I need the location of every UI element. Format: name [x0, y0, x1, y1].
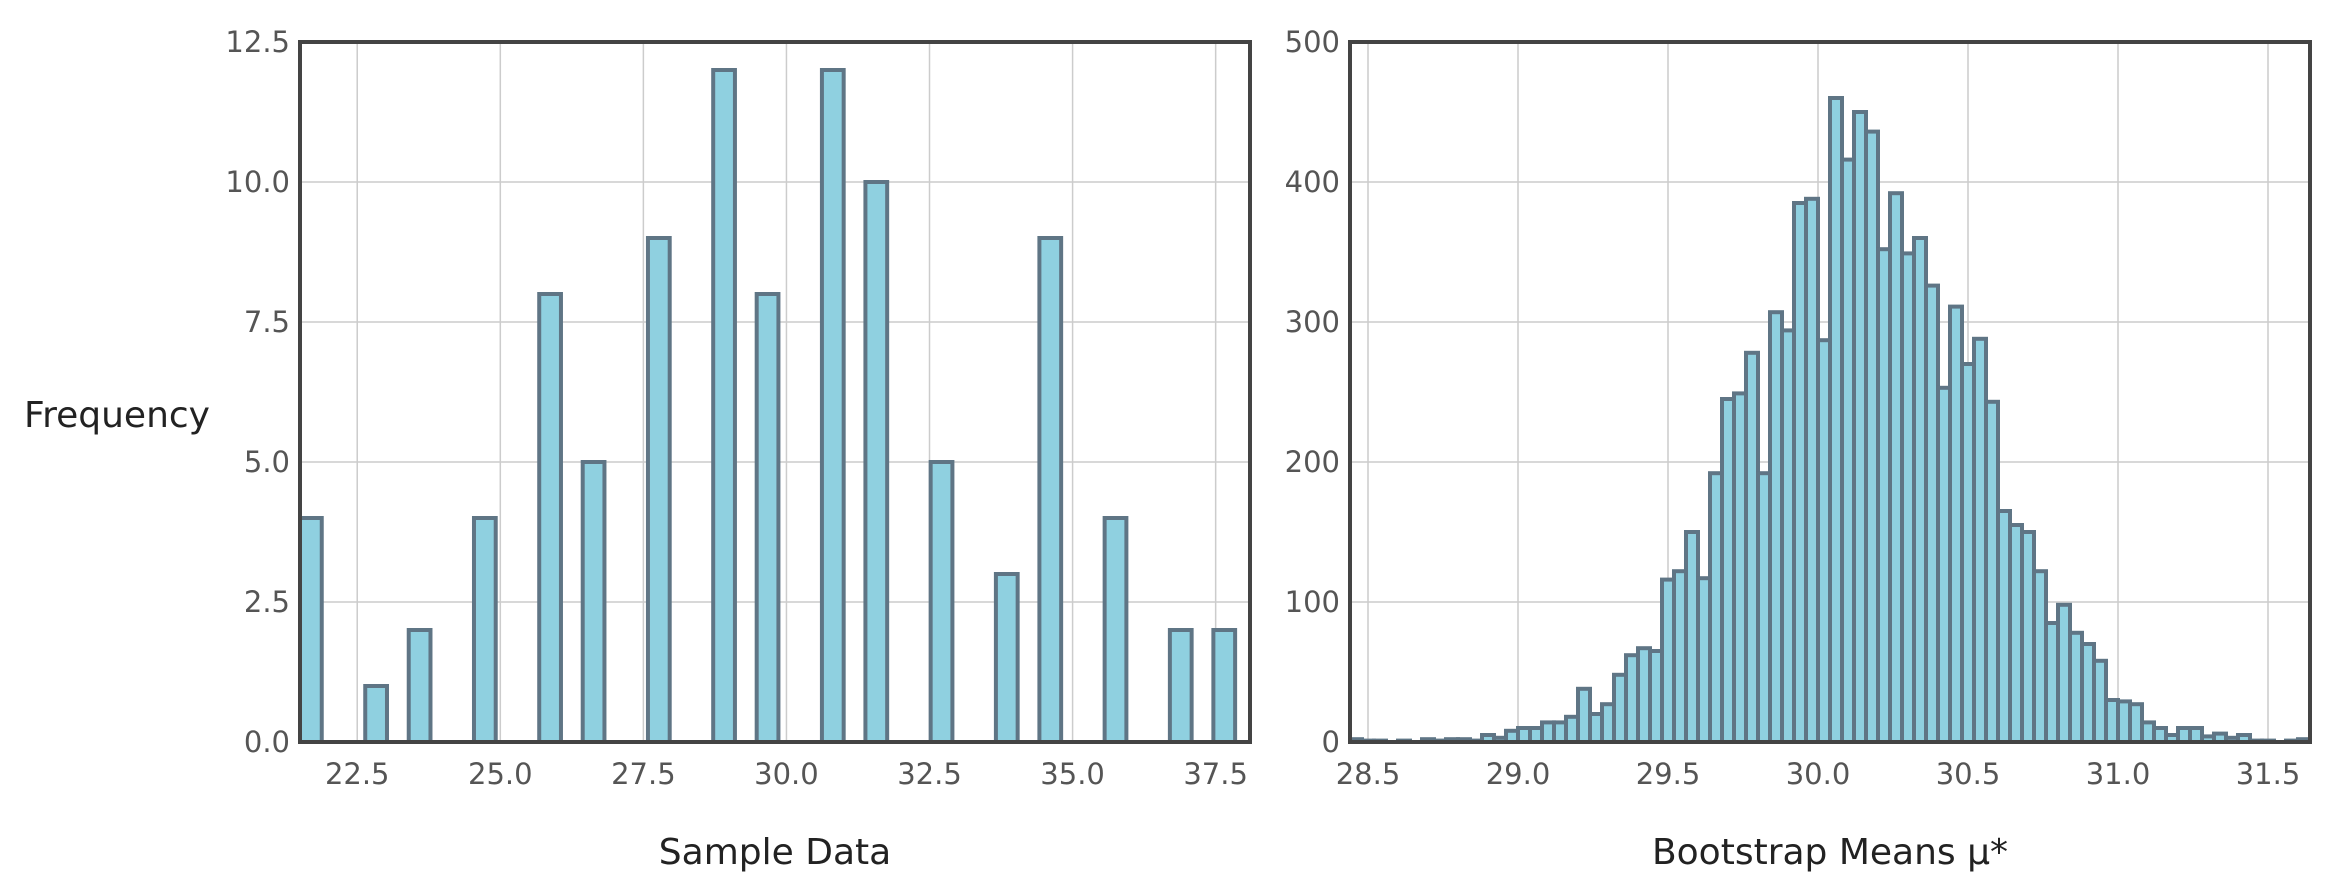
- x-tick-label: 30.5: [1936, 757, 2001, 791]
- y-tick-label: 2.5: [244, 585, 290, 619]
- x-tick-label: 29.5: [1636, 757, 1701, 791]
- histogram-bar: [537, 292, 563, 744]
- y-tick-label: 300: [1285, 305, 1340, 339]
- y-tick-label: 500: [1285, 25, 1340, 59]
- y-tick-label: 400: [1285, 165, 1340, 199]
- histogram-bar: [993, 572, 1020, 744]
- x-tick-label: 29.0: [1486, 757, 1551, 791]
- x-tick-label: 37.5: [1183, 757, 1248, 791]
- histogram-bar: [298, 516, 324, 744]
- histogram-bar: [819, 68, 846, 744]
- y-tick-label: 10.0: [225, 165, 290, 199]
- y-tick-label: 7.5: [244, 305, 290, 339]
- histogram-bar: [580, 460, 607, 744]
- histogram-bar: [863, 180, 890, 744]
- x-axis-label: Sample Data: [659, 832, 891, 873]
- histogram-bar: [711, 68, 737, 744]
- y-tick-label: 5.0: [244, 445, 290, 479]
- y-tick-label: 0: [1322, 725, 1340, 759]
- y-tick-label: 12.5: [225, 25, 290, 59]
- sample-data-histogram: 0.0 2.5 5.0 7.5 10.0 12.5 22.5 25.0 27.5 30.0 32.5…: [225, 25, 1252, 873]
- x-tick-label: 30.0: [754, 757, 819, 791]
- x-tick-label: 35.0: [1040, 757, 1105, 791]
- histogram-bar: [754, 292, 781, 744]
- histogram-bar: [471, 516, 498, 744]
- plot-frame: [298, 40, 1252, 744]
- bootstrap-means-histogram: 0 100 200 300 400 500 28.5 29.0 29.5 30.0 30.5 31.0…: [1285, 25, 2312, 873]
- shared-y-axis-label: Frequency: [24, 395, 210, 436]
- histogram-bar: [1102, 516, 1129, 744]
- y-tick-label: 0.0: [244, 725, 290, 759]
- y-tick-label: 100: [1285, 585, 1340, 619]
- x-tick-label: 31.0: [2086, 757, 2151, 791]
- histogram-bar: [1211, 628, 1238, 744]
- histogram-bar: [406, 628, 433, 744]
- histogram-bar: [1167, 628, 1194, 744]
- x-tick-label: 28.5: [1336, 757, 1401, 791]
- histogram-bar: [363, 684, 389, 744]
- x-tick-label: 30.0: [1786, 757, 1851, 791]
- x-tick-label: 27.5: [611, 757, 676, 791]
- x-tick-label: 32.5: [897, 757, 962, 791]
- x-axis-label: Bootstrap Means μ*: [1652, 832, 2008, 873]
- x-tick-label: 31.5: [2236, 757, 2301, 791]
- y-tick-label: 200: [1285, 445, 1340, 479]
- histogram-bar: [928, 460, 955, 744]
- plot-frame: [1348, 40, 2312, 744]
- x-tick-label: 25.0: [468, 757, 533, 791]
- histogram-bar: [1037, 236, 1064, 744]
- x-tick-label: 22.5: [325, 757, 390, 791]
- histogram-bar: [645, 236, 672, 744]
